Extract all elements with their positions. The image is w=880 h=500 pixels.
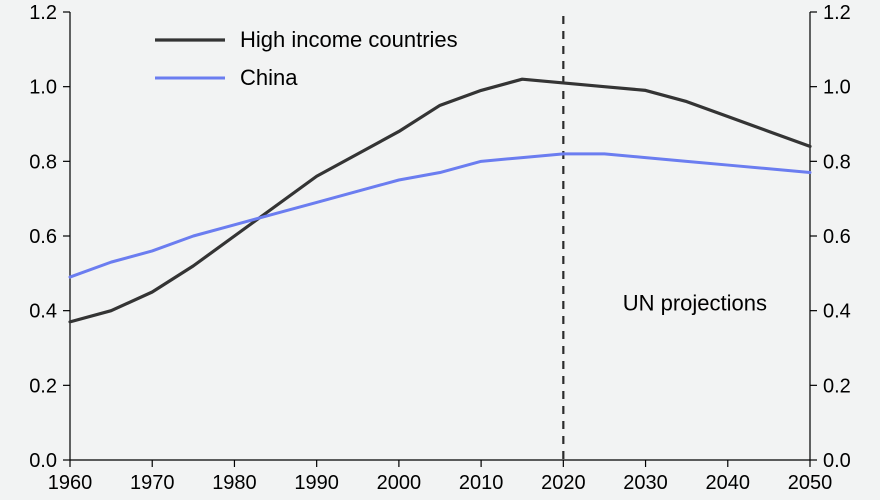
annotation-un-projections: UN projections (623, 291, 767, 316)
y-tick-label-right: 0.8 (823, 151, 851, 173)
x-tick-label: 2030 (623, 472, 668, 494)
y-tick-label-right: 0.0 (823, 450, 851, 472)
y-tick-label-left: 1.2 (29, 2, 57, 24)
y-tick-label-right: 1.2 (823, 2, 851, 24)
y-tick-label-left: 0.4 (29, 301, 57, 323)
chart-bg (0, 0, 880, 500)
y-tick-label-right: 1.0 (823, 77, 851, 99)
x-tick-label: 1960 (48, 472, 93, 494)
x-tick-label: 2000 (377, 472, 422, 494)
line-chart: 0.0 0.0 0.2 0.2 0.4 0.4 0.6 0.6 0.8 0.8 1.0 1.0 1.2 1… (0, 0, 880, 500)
y-tick-label-left: 0.6 (29, 226, 57, 248)
x-tick-label: 2020 (541, 472, 586, 494)
legend-label-1: China (240, 65, 298, 90)
x-tick-label: 2040 (706, 472, 751, 494)
y-tick-label-left: 0.2 (29, 375, 57, 397)
y-tick-label-right: 0.4 (823, 301, 851, 323)
y-tick-label-right: 0.2 (823, 375, 851, 397)
y-tick-label-left: 1.0 (29, 77, 57, 99)
x-tick-label: 2010 (459, 472, 504, 494)
y-tick-label-left: 0.0 (29, 450, 57, 472)
chart-container: 0.0 0.0 0.2 0.2 0.4 0.4 0.6 0.6 0.8 0.8 1.0 1.0 1.2 1… (0, 0, 880, 500)
legend-label-0: High income countries (240, 27, 458, 52)
x-tick-label: 1990 (294, 472, 339, 494)
y-tick-label-right: 0.6 (823, 226, 851, 248)
x-tick-label: 2050 (788, 472, 833, 494)
y-tick-label-left: 0.8 (29, 151, 57, 173)
x-tick-label: 1980 (212, 472, 257, 494)
x-tick-label: 1970 (130, 472, 175, 494)
